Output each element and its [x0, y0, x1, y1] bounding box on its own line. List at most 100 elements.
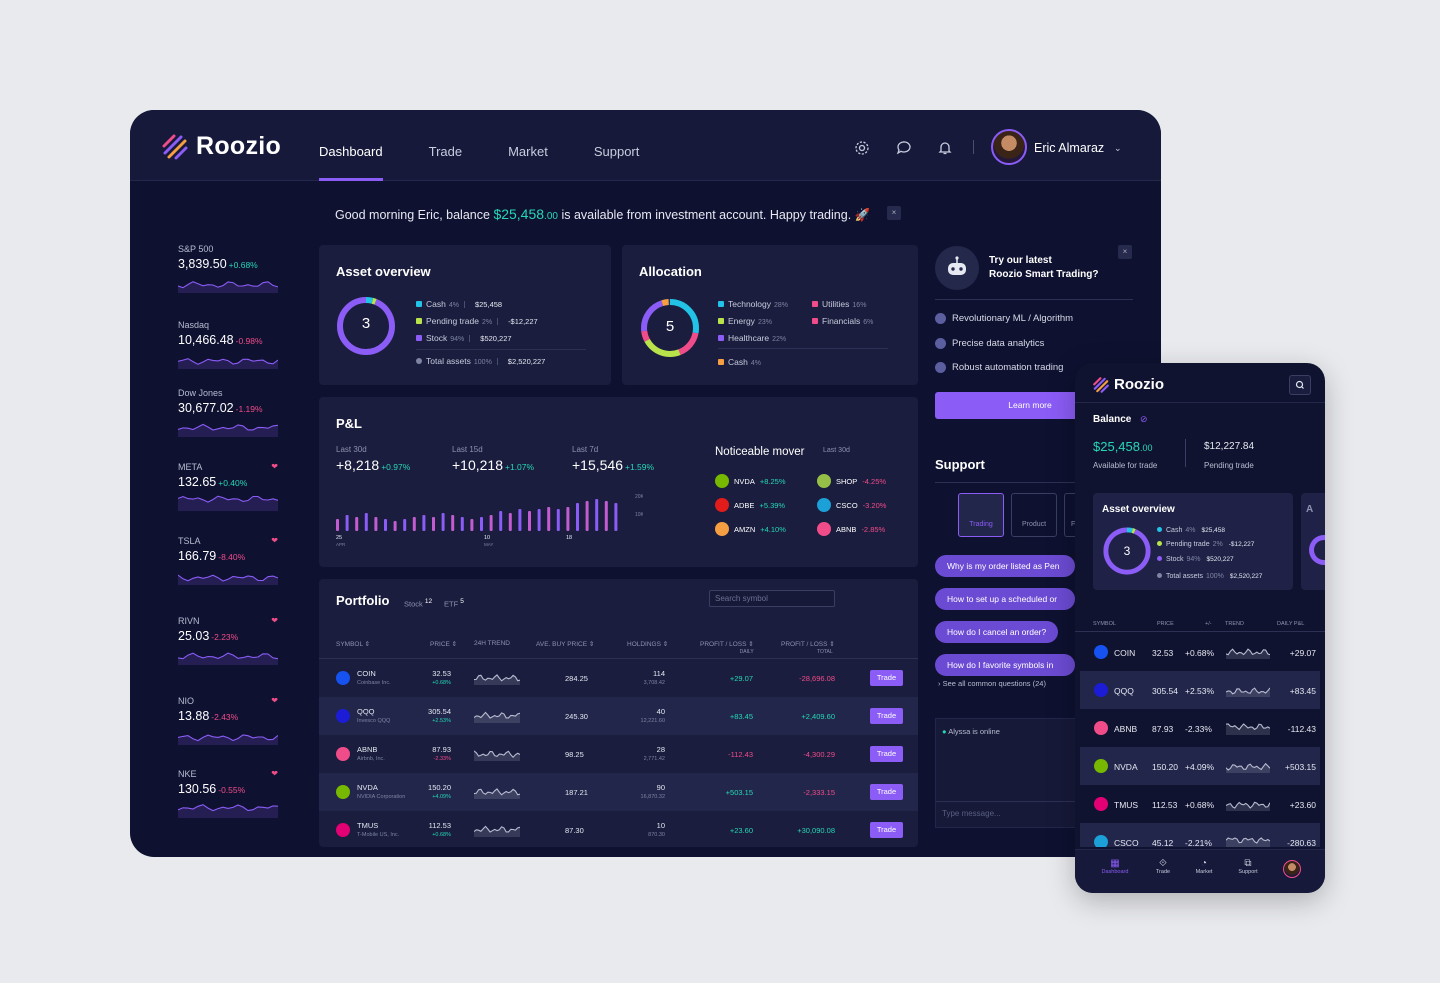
faq-item[interactable]: How to set up a scheduled or	[935, 588, 1075, 610]
list-item[interactable]: CSCO 45.12 -2.21% -280.63	[1080, 823, 1320, 847]
search-button[interactable]	[1289, 375, 1311, 395]
ticker-item[interactable]: TSLA ❤ 166.79 -8.40%	[178, 536, 282, 585]
trade-button[interactable]: Trade	[870, 670, 903, 686]
ticker-item[interactable]: NIO ❤ 13.88 -2.43%	[178, 696, 282, 745]
legend-item: Cash 4% $25,458	[1157, 527, 1225, 534]
support-tab-more[interactable]: F	[1064, 493, 1084, 537]
avatar[interactable]	[1283, 860, 1301, 878]
search-input[interactable]: Search symbol	[709, 590, 835, 607]
pnl-period-value: +15,546 +1.59%	[572, 457, 654, 473]
gear-icon[interactable]	[854, 140, 870, 156]
mover-symbol: ADBE	[734, 500, 755, 510]
allocation-card: Allocation 5 Technology 28% Utilities 16% En…	[622, 245, 918, 385]
nav-trade[interactable]: Trade	[428, 144, 463, 159]
heart-icon[interactable]: ❤	[271, 769, 278, 778]
ticker-item[interactable]: META ❤ 132.65 +0.40%	[178, 462, 282, 511]
legend-pct: 2%	[481, 319, 493, 326]
col-price[interactable]: PRICE ⇕	[430, 641, 458, 648]
faq-item[interactable]: How do I cancel an order?	[935, 621, 1059, 643]
nav-support[interactable]: Support	[593, 144, 640, 159]
col-pl-daily-label: PROFIT / LOSS ⇕	[700, 641, 754, 648]
divider	[1075, 631, 1325, 632]
heart-icon[interactable]: ❤	[271, 536, 278, 545]
mover-item[interactable]: CSCO -3.20%	[817, 498, 886, 512]
list-item[interactable]: TMUS 112.53 +0.68% +23.60	[1080, 785, 1320, 823]
mobile-change: +4.09%	[1185, 762, 1215, 772]
close-banner-button[interactable]: ×	[887, 206, 901, 220]
faq-item[interactable]: Why is my order listed as Pen	[935, 555, 1075, 577]
table-row[interactable]: QQQ Invesco QQQ 305.54 +2.53% 245.30 40 12,221…	[319, 697, 918, 735]
table-row[interactable]: COIN Coinbase Inc. 32.53 +0.68% 284.25 114 3,7…	[319, 659, 918, 697]
tab-stock[interactable]: Stock 12	[404, 598, 432, 609]
col-pl-daily[interactable]: PROFIT / LOSS ⇕ DAILY	[700, 640, 754, 655]
table-row[interactable]: ABNB Airbnb, Inc. 87.93 -2.33% 98.25 28 2,771.…	[319, 735, 918, 773]
table-row[interactable]: NVDA NVIDIA Corporation 150.20 +4.09% 187.21…	[319, 773, 918, 811]
legend-dot	[718, 335, 724, 341]
list-item[interactable]: COIN 32.53 +0.68% +29.07	[1080, 633, 1320, 671]
pnl-bar	[508, 513, 512, 531]
ticker-item[interactable]: RIVN ❤ 25.03 -2.23%	[178, 616, 282, 665]
mover-item[interactable]: ABNB -2.85%	[817, 522, 885, 536]
mobile-tab-dashboard[interactable]: ▦ Dashboard	[1093, 858, 1137, 875]
pnl-bar	[460, 517, 464, 531]
mover-item[interactable]: SHOP -4.25%	[817, 474, 886, 488]
table-row[interactable]: TMUS T-Mobile US, Inc. 112.53 +0.68% 87.30 10…	[319, 811, 918, 847]
col-holdings[interactable]: HOLDINGS ⇕	[627, 641, 669, 648]
legend-item: Pending trade 2% -$12,227	[416, 316, 538, 326]
trade-button[interactable]: Trade	[870, 784, 903, 800]
feature-label: Revolutionary ML / Algorithm	[952, 313, 1074, 324]
nav-dashboard[interactable]: Dashboard	[319, 110, 383, 181]
eye-off-icon[interactable]: ⊘	[1140, 414, 1148, 424]
heart-icon[interactable]: ❤	[271, 696, 278, 705]
ticker-item[interactable]: Dow Jones 30,677.02 -1.19%	[178, 388, 282, 437]
chat-icon[interactable]	[896, 140, 912, 156]
avatar[interactable]	[991, 129, 1027, 165]
ticker-item[interactable]: Nasdaq 10,466.48 -0.98%	[178, 320, 282, 369]
see-all-link[interactable]: › See all common questions (24)	[938, 679, 1046, 688]
mobile-tab-trade[interactable]: ⟐ Trade	[1141, 858, 1185, 875]
list-item[interactable]: ABNB 87.93 -2.33% -112.43	[1080, 709, 1320, 747]
mobile-tab-market[interactable]: ◔ Market	[1182, 858, 1226, 875]
heart-icon[interactable]: ❤	[271, 462, 278, 471]
trade-button[interactable]: Trade	[870, 746, 903, 762]
heart-icon[interactable]: ❤	[271, 616, 278, 625]
mobile-tab-support[interactable]: ⧉ Support	[1226, 858, 1270, 875]
faq-item[interactable]: How do I favorite symbols in	[935, 654, 1075, 676]
pnl-bar	[595, 499, 599, 531]
legend-label: Total assets	[1166, 573, 1203, 580]
chevron-down-icon[interactable]: ⌄	[1114, 143, 1122, 153]
legend-label: Technology	[728, 299, 772, 309]
mobile-next-card[interactable]: A	[1301, 493, 1325, 590]
ticker-price: 10,466.48	[178, 333, 234, 347]
support-tab-trading[interactable]: Trading	[958, 493, 1004, 537]
legend-pct: 22%	[772, 336, 787, 343]
col-symbol[interactable]: SYMBOL ⇕	[336, 641, 371, 648]
bell-icon[interactable]	[937, 140, 953, 156]
trade-button[interactable]: Trade	[870, 708, 903, 724]
support-tab-product[interactable]: Product	[1011, 493, 1057, 537]
ticker-change: -0.55%	[218, 785, 246, 795]
mover-item[interactable]: ADBE +5.39%	[715, 498, 785, 512]
mover-item[interactable]: NVDA +8.25%	[715, 474, 786, 488]
greeting-banner: Good morning Eric, balance $25,458.00 is…	[335, 206, 870, 223]
chat-input[interactable]: Type message...	[942, 809, 1001, 818]
nav-market[interactable]: Market	[508, 144, 548, 159]
trade-button[interactable]: Trade	[870, 822, 903, 838]
abnb-logo-icon	[1094, 721, 1108, 735]
user-name[interactable]: Eric Almaraz	[1034, 141, 1105, 155]
list-item[interactable]: QQQ 305.54 +2.53% +83.45	[1080, 671, 1320, 709]
check-icon	[935, 338, 946, 349]
legend-dot	[416, 358, 422, 364]
close-promo-button[interactable]: ×	[1118, 245, 1132, 259]
tab-etf[interactable]: ETF 5	[444, 598, 464, 609]
legend-dot	[416, 318, 422, 324]
sparkline-area	[178, 653, 278, 665]
list-item[interactable]: NVDA 150.20 +4.09% +503.15	[1080, 747, 1320, 785]
ticker-item[interactable]: S&P 500 3,839.50 +0.68%	[178, 244, 282, 293]
mover-item[interactable]: AMZN +4.10%	[715, 522, 786, 536]
col-avg[interactable]: AVE. BUY PRICE ⇕	[536, 641, 595, 648]
logo[interactable]: Roozio	[162, 132, 281, 161]
col-pl-total[interactable]: PROFIT / LOSS ⇕ TOTAL	[781, 640, 835, 655]
ticker-item[interactable]: NKE ❤ 130.56 -0.55%	[178, 769, 282, 818]
learn-more-button[interactable]: Learn more	[935, 392, 1085, 419]
